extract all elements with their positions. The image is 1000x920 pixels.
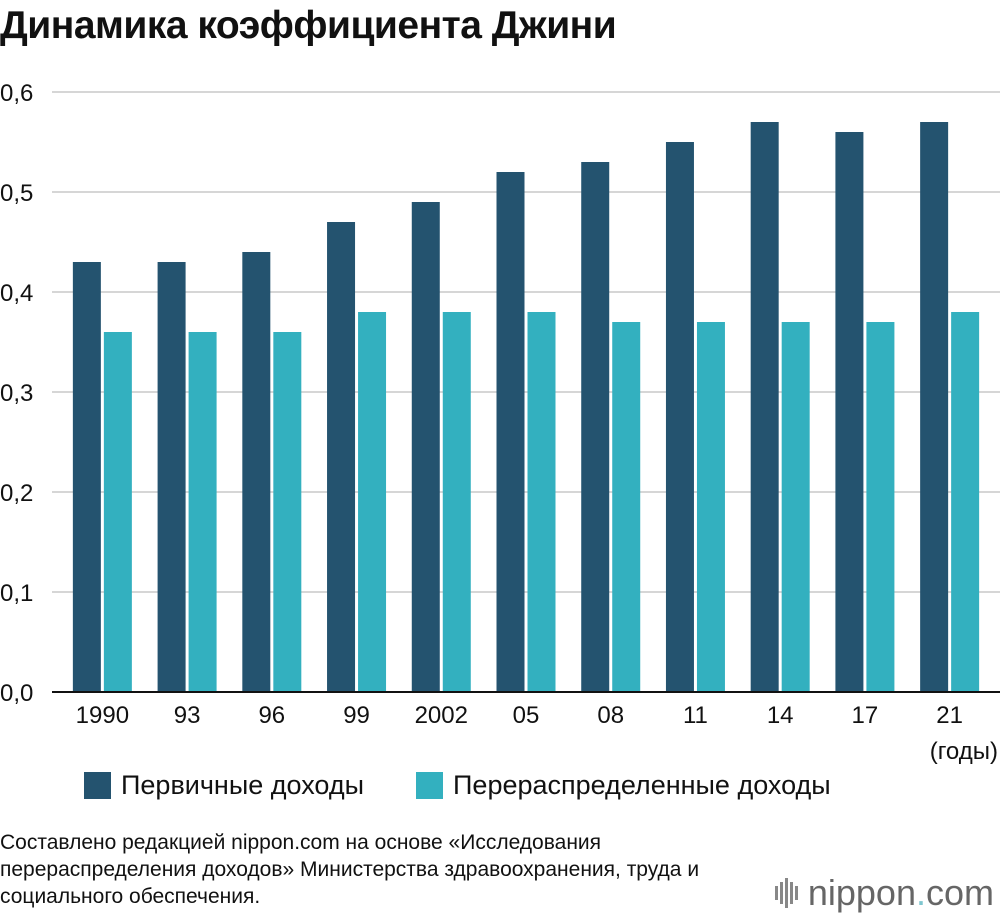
bar-redistributed [442, 312, 471, 692]
x-tick-label: 11 [683, 702, 708, 729]
bar-primary [157, 262, 186, 692]
source-note: Составлено редакцией nippon.com на основ… [0, 831, 700, 908]
y-tick-label: 0,3 [0, 380, 33, 407]
x-tick-label: 93 [174, 702, 201, 729]
y-tick-label: 0,6 [0, 80, 33, 107]
x-tick-label: 14 [767, 702, 794, 729]
legend-swatch-redistributed [416, 772, 444, 799]
bar-redistributed [781, 322, 810, 692]
x-tick-label: 2002 [415, 702, 468, 729]
y-tick-label: 0,5 [0, 180, 33, 207]
bar-primary [920, 122, 949, 692]
x-tick-label: 05 [513, 702, 540, 729]
brand-tld: com [925, 872, 994, 913]
x-tick-label: 1990 [76, 702, 129, 729]
bar-redistributed [188, 332, 217, 692]
bar-redistributed [696, 322, 725, 692]
bar-chart: 0,0 0,1 0,2 0,3 0,4 0,5 0,6 1990 93 96 99 2002 05 08 1… [0, 80, 1000, 765]
bar-primary [835, 132, 864, 692]
bar-redistributed [866, 322, 895, 692]
legend-item-redistributed: Перераспределенные доходы [416, 770, 831, 801]
x-tick-label: 99 [343, 702, 370, 729]
bar-primary [72, 262, 101, 692]
y-tick-label: 0,2 [0, 480, 33, 507]
x-tick-label: 96 [258, 702, 285, 729]
brand-name: nippon [807, 872, 916, 913]
x-tick-label: 17 [852, 702, 879, 729]
bar-primary [411, 202, 440, 692]
x-tick-label: 21 [936, 702, 963, 729]
y-tick-label: 0,4 [0, 280, 33, 307]
brand-dot: . [915, 872, 926, 913]
bar-primary [496, 172, 525, 692]
bar-redistributed [273, 332, 302, 692]
legend: Первичные доходы Перераспределенные дохо… [84, 770, 883, 801]
bar-redistributed [951, 312, 980, 692]
legend-item-primary: Первичные доходы [84, 770, 364, 801]
bar-primary [327, 222, 356, 692]
bar-redistributed [612, 322, 641, 692]
legend-label-primary: Первичные доходы [121, 770, 365, 800]
y-tick-label: 0,0 [0, 680, 33, 707]
bar-primary [750, 122, 779, 692]
bar-primary [242, 252, 271, 692]
bar-redistributed [527, 312, 556, 692]
bar-primary [665, 142, 694, 692]
x-axis-unit-label: (годы) [930, 738, 998, 765]
bar-redistributed [358, 312, 387, 692]
legend-swatch-primary [84, 772, 111, 799]
chart-title: Динамика коэффициента Джини [0, 4, 617, 47]
bar-primary [581, 162, 610, 692]
bar-redistributed [103, 332, 132, 692]
brand-logo: nippon. com [774, 872, 994, 914]
x-tick-label: 08 [597, 702, 624, 729]
signal-bars-icon [774, 878, 800, 908]
y-tick-label: 0,1 [0, 580, 33, 607]
legend-label-redistributed: Перераспределенные доходы [453, 770, 831, 800]
